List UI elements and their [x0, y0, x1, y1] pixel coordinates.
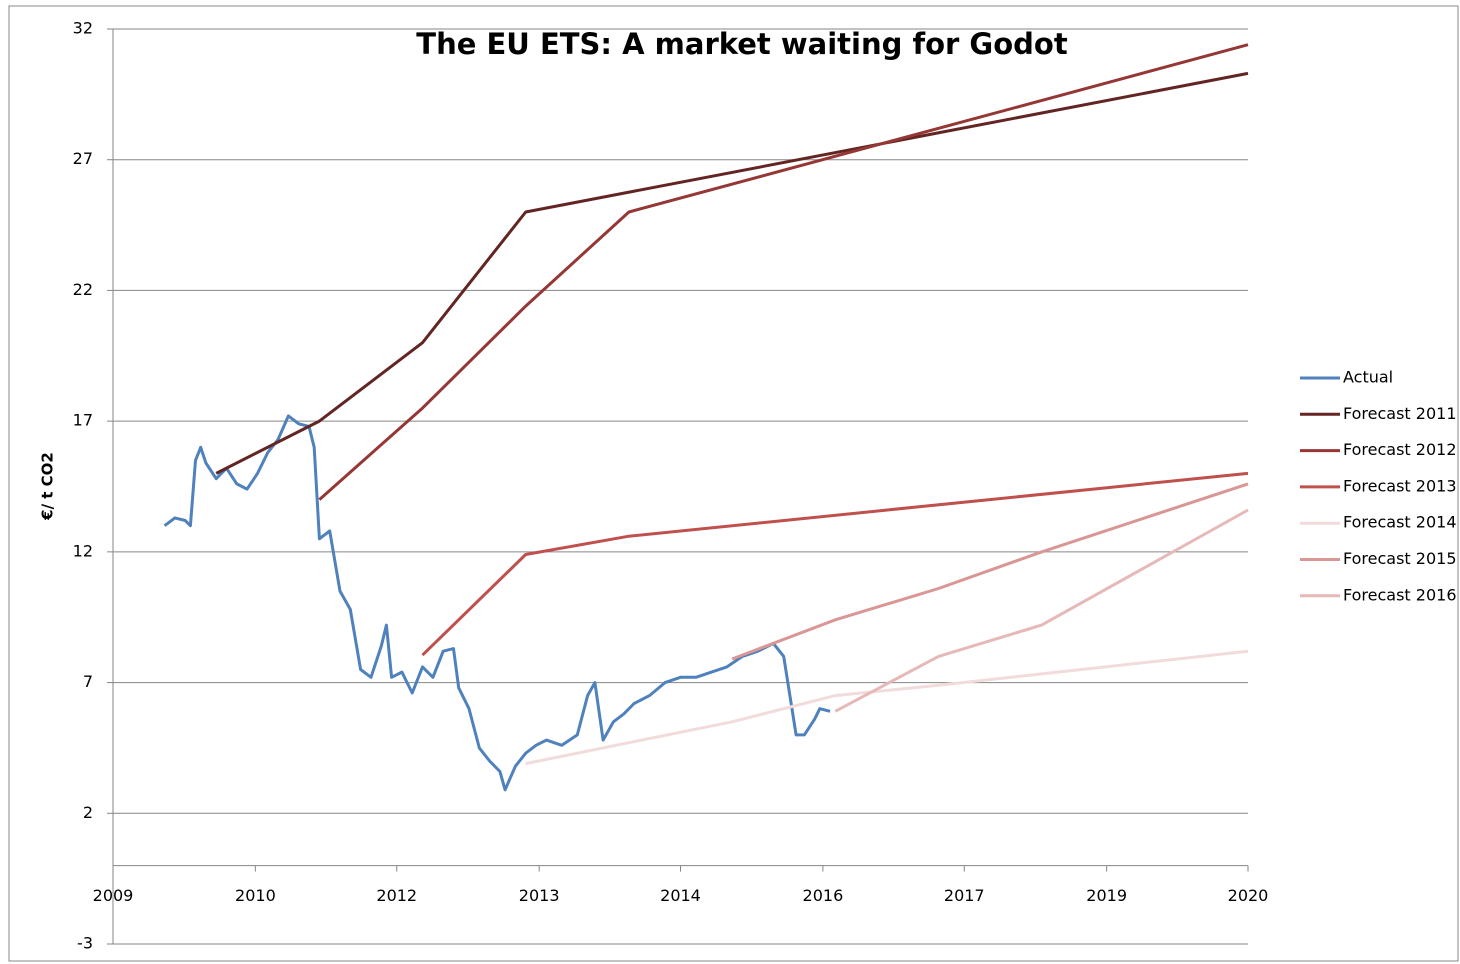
x-tick-label: 2014	[660, 886, 701, 905]
y-tick-label: -3	[77, 934, 93, 953]
series-line	[525, 649, 1249, 766]
x-tick-label: 2019	[1086, 886, 1127, 905]
legend-label: Forecast 2015	[1343, 549, 1457, 568]
legend-label: Forecast 2013	[1343, 476, 1457, 495]
series-line	[731, 482, 1249, 661]
legend-label: Forecast 2016	[1343, 585, 1457, 604]
x-tick-label: 2010	[235, 886, 276, 905]
x-tick-label: 2017	[944, 886, 985, 905]
chart-frame	[8, 5, 1459, 962]
x-tick-label: 2013	[519, 886, 560, 905]
legend-label: Forecast 2014	[1343, 513, 1457, 532]
x-tick-label: 2009	[93, 886, 134, 905]
series-line	[215, 71, 1249, 475]
x-tick-label: 2012	[376, 886, 417, 905]
y-axis-label: €/ t CO2	[39, 452, 57, 521]
y-tick-label: 27	[73, 149, 93, 168]
y-tick-label: 17	[73, 411, 93, 430]
chart-title: The EU ETS: A market waiting for Godot	[416, 27, 1068, 61]
series-line	[421, 471, 1249, 657]
y-tick-label: 12	[73, 541, 93, 560]
y-tick-label: 32	[73, 19, 93, 38]
x-tick-label: 2020	[1228, 886, 1269, 905]
legend-label: Forecast 2011	[1343, 404, 1457, 423]
legend-label: Forecast 2012	[1343, 440, 1457, 459]
legend-label: Actual	[1343, 368, 1393, 387]
y-tick-label: 22	[73, 280, 93, 299]
series-line	[834, 508, 1249, 713]
series-line	[163, 414, 831, 792]
x-tick-label: 2016	[803, 886, 844, 905]
series-line	[318, 43, 1249, 501]
y-tick-label: 2	[83, 803, 93, 822]
y-tick-label: 7	[83, 672, 93, 691]
